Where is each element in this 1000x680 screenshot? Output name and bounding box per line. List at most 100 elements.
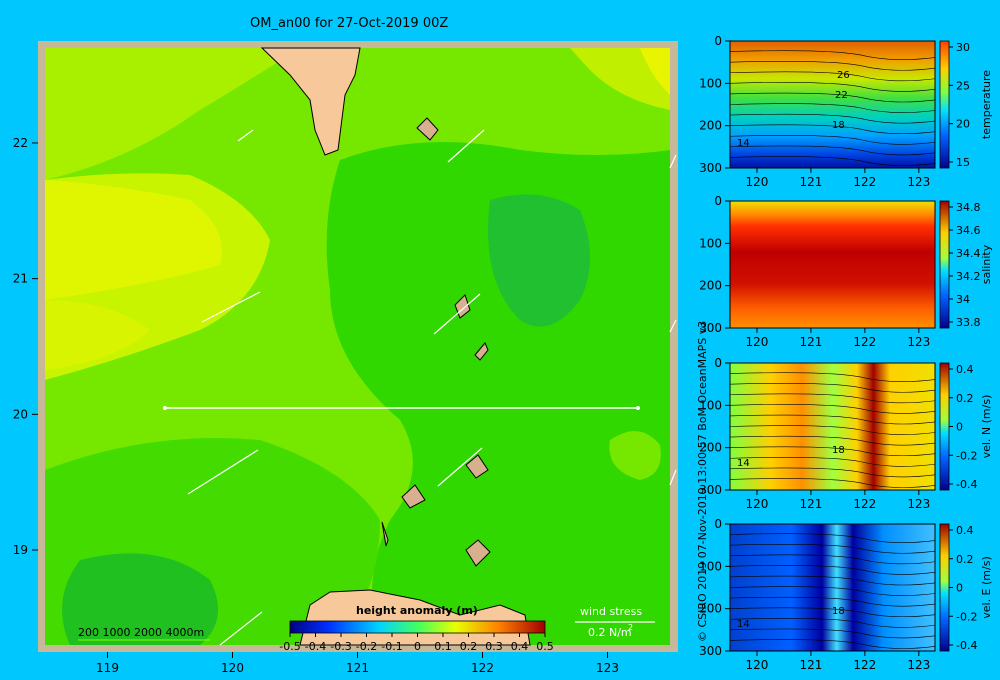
- contour-line: [729, 543, 936, 554]
- colorbar-tick-label: 0.2: [956, 392, 974, 405]
- depth-tick-label: 0: [714, 34, 722, 48]
- sla-region: [640, 48, 670, 95]
- lon-tick-label: 122: [853, 658, 876, 672]
- lon-tick-label: 121: [799, 175, 822, 189]
- depth-tick-label: 0: [714, 517, 722, 531]
- contour-line: [729, 586, 936, 596]
- colorbar-tick-label: 0.3: [485, 640, 503, 653]
- colorbar-tick-label: 0.4: [956, 524, 974, 537]
- depth-tick-label: 300: [699, 483, 722, 497]
- contour-line: [729, 92, 936, 103]
- colorbar-tick-label: -0.4: [956, 478, 977, 491]
- map-panel: 200 1000 2000 4000m wind stress 0.2 N/m …: [13, 41, 678, 675]
- contour-label: 14: [737, 619, 750, 630]
- section-label: temperature: [980, 70, 993, 139]
- section-colorbar: [939, 523, 950, 652]
- depth-tick-label: 300: [699, 321, 722, 335]
- colorbar-tick-label: 34: [956, 293, 970, 306]
- section-panel: 0 100 200 300 120 121 122 123 34.8 34.6 34.4 34.2 34…: [699, 194, 993, 349]
- contour-line: [729, 533, 936, 543]
- contour-line: [729, 639, 936, 649]
- lon-tick-label: 120: [746, 335, 769, 349]
- contour-lines: [729, 372, 936, 488]
- section-field: [729, 200, 936, 329]
- contour-line: [729, 596, 936, 607]
- wind-vector: [237, 129, 254, 142]
- wind-vector: [669, 319, 677, 333]
- section-panels: 26 22 18 14 0 100 200 300 120 121 122 123 30 25 20 15 te…: [699, 34, 993, 672]
- colorbar-tick-label: -0.1: [381, 640, 402, 653]
- contour-line: [729, 446, 936, 457]
- lon-tick-label: 120: [746, 658, 769, 672]
- wind-vector: [669, 469, 677, 486]
- map-ytick-label: 20: [13, 407, 28, 421]
- wind-vector: [187, 449, 259, 495]
- colorbar-tick-label: 0.4: [511, 640, 529, 653]
- contour-line: [729, 103, 936, 113]
- contour-label: 14: [737, 138, 750, 149]
- wind-vector: [201, 291, 261, 323]
- colorbar-tick-label: 0: [956, 421, 963, 434]
- sla-region: [45, 180, 222, 300]
- contour-line: [729, 82, 936, 92]
- depth-tick-label: 100: [699, 398, 722, 412]
- section-label: salinity: [980, 244, 993, 284]
- lon-tick-label: 123: [907, 497, 930, 511]
- section-start-marker: [163, 406, 167, 410]
- depth-tick-label: 200: [699, 602, 722, 616]
- colorbar-tick-label: -0.4: [305, 640, 326, 653]
- map-title: OM_an00 for 27-Oct-2019 00Z: [250, 16, 449, 31]
- colorbar-tick-label: 33.8: [956, 316, 981, 329]
- contour-line: [729, 575, 936, 586]
- contour-label: 26: [837, 70, 850, 81]
- colorbar-tick-label: -0.2: [956, 449, 977, 462]
- lon-tick-label: 120: [746, 175, 769, 189]
- sla-region: [62, 553, 218, 645]
- depth-tick-label: 0: [714, 194, 722, 208]
- contour-line: [729, 135, 936, 145]
- colorbar-tick-label: 30: [956, 41, 970, 54]
- depth-tick-label: 200: [699, 441, 722, 455]
- contour-line: [729, 372, 936, 382]
- section-colorbar: [939, 362, 950, 491]
- depth-tick-label: 200: [699, 119, 722, 133]
- land-island: [401, 484, 426, 509]
- contour-line: [729, 113, 936, 124]
- colorbar-tick-label: -0.2: [356, 640, 377, 653]
- colorbar-tick-label: 0.2: [956, 553, 974, 566]
- section-colorbar: [939, 200, 950, 329]
- land-island: [416, 117, 439, 141]
- colorbar-ticks: -0.5 -0.4 -0.3 -0.2 -0.1 0 0.1 0.2 0.3 0.4 0.5: [279, 633, 554, 653]
- contour-line: [729, 50, 936, 60]
- lon-tick-label: 122: [853, 335, 876, 349]
- contour-line: [729, 478, 936, 488]
- section-panel: 18 14 0 100 200 300 120 121 122 123 0.4 0.2 0 -0.2 -0.…: [699, 356, 993, 511]
- section-colorbar: [939, 40, 950, 169]
- lon-tick-label: 122: [853, 497, 876, 511]
- map-ytick-label: 19: [13, 543, 28, 557]
- lon-tick-label: 123: [907, 335, 930, 349]
- depth-legend: 200 1000 2000 4000m: [78, 626, 204, 639]
- contour-line: [729, 618, 936, 628]
- contour-line: [729, 60, 936, 71]
- contour-label: 14: [737, 458, 750, 469]
- lon-tick-label: 123: [907, 175, 930, 189]
- sla-region: [45, 300, 150, 370]
- contour-line: [729, 628, 936, 639]
- map-xtick-label: 123: [596, 661, 619, 675]
- wind-vector: [433, 293, 481, 335]
- depth-tick-label: 100: [699, 559, 722, 573]
- credit-text: © CSIRO 2019 07-Nov-2019 13:00:57 BoM Oc…: [696, 320, 709, 642]
- contour-lines: [729, 533, 936, 649]
- land-island: [465, 539, 491, 567]
- sla-region: [45, 48, 300, 180]
- wind-vector: [219, 611, 263, 646]
- lon-tick-label: 121: [799, 658, 822, 672]
- wind-vectors: [187, 129, 677, 646]
- colorbar-tick-label: -0.2: [956, 610, 977, 623]
- map-ytick-label: 21: [13, 272, 28, 286]
- lon-tick-label: 123: [907, 658, 930, 672]
- wind-stress-label: wind stress: [580, 605, 642, 618]
- contour-line: [729, 145, 936, 156]
- colorbar-tick-label: 34.6: [956, 224, 981, 237]
